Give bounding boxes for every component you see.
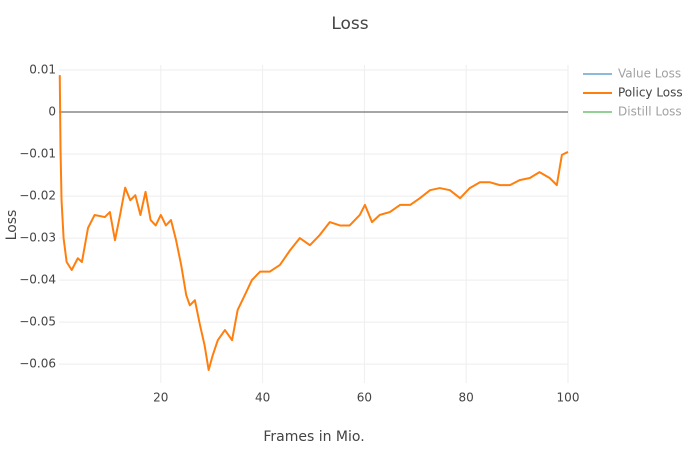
x-tick-label: 60 [357,391,372,405]
y-tick-label: −0.03 [19,231,56,245]
legend-label: Value Loss [618,67,681,81]
y-tick-label: −0.05 [19,315,56,329]
legend-item[interactable]: Policy Loss [583,86,683,100]
x-tick-label: 80 [459,391,474,405]
legend-item[interactable]: Value Loss [583,67,681,81]
y-tick-label: −0.01 [19,147,56,161]
x-axis-title: Frames in Mio. [263,429,364,445]
x-tick-label: 40 [255,391,270,405]
grid [59,65,569,383]
legend-item[interactable]: Distill Loss [583,105,682,119]
y-tick-label: −0.04 [19,273,56,287]
y-tick-label: −0.02 [19,189,56,203]
y-axis-title: Loss [4,210,20,241]
series-line [58,75,569,371]
y-tick-label: 0.01 [29,63,56,77]
legend-label: Distill Loss [618,105,682,119]
y-tick-label: 0 [48,105,56,119]
x-tick-label: 20 [153,391,168,405]
y-tick-label: −0.06 [19,357,56,371]
legend-label: Policy Loss [618,86,683,100]
x-tick-label: 100 [557,391,580,405]
chart-title: Loss [331,14,368,34]
